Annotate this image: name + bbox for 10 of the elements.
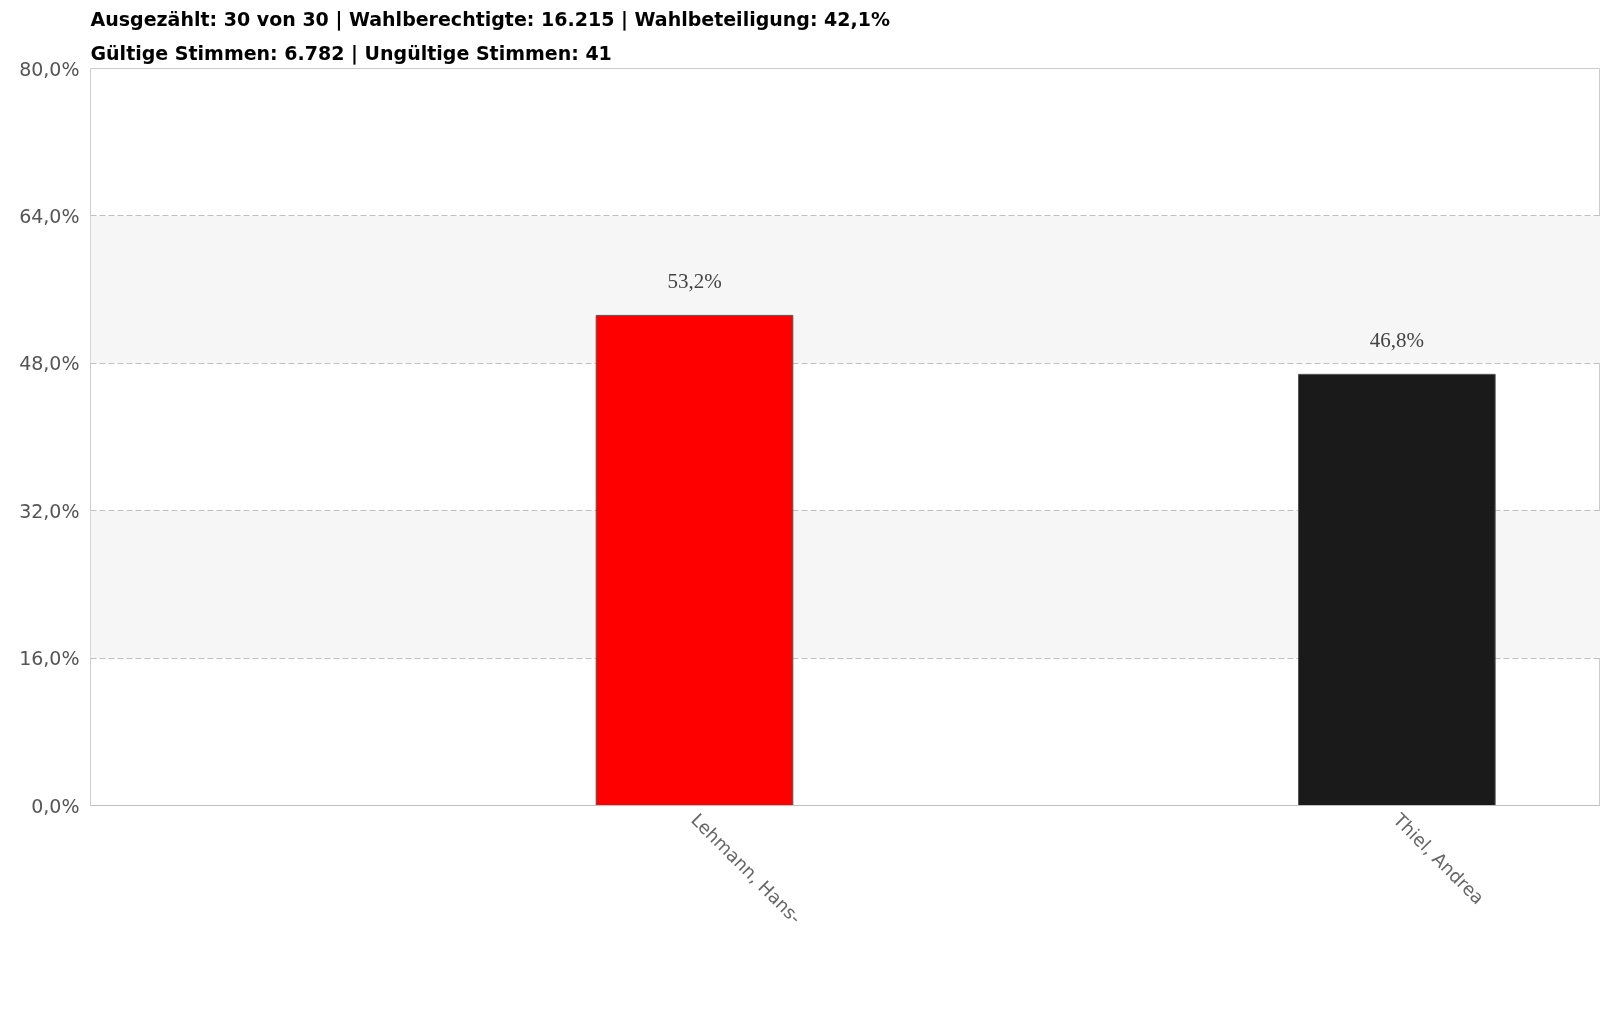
data-label: 53,2% xyxy=(667,269,722,294)
y-tick-label: 0,0% xyxy=(31,794,80,817)
y-tick-label: 64,0% xyxy=(19,204,80,227)
y-tick-label: 48,0% xyxy=(19,352,80,375)
y-tick-label: 32,0% xyxy=(19,499,80,522)
y-tick-label: 80,0% xyxy=(19,57,80,80)
data-label: 46,8% xyxy=(1369,328,1424,353)
chart-title: Ausgezählt: 30 von 30 | Wahlberechtigte: 16.215 | Wahlbeteiligung: 42,1% xyxy=(90,7,891,31)
y-tick-label: 16,0% xyxy=(19,647,80,670)
chart-subtitle: Gültige Stimmen: 6.782 | Ungültige Stimmen: 41 xyxy=(90,41,612,65)
